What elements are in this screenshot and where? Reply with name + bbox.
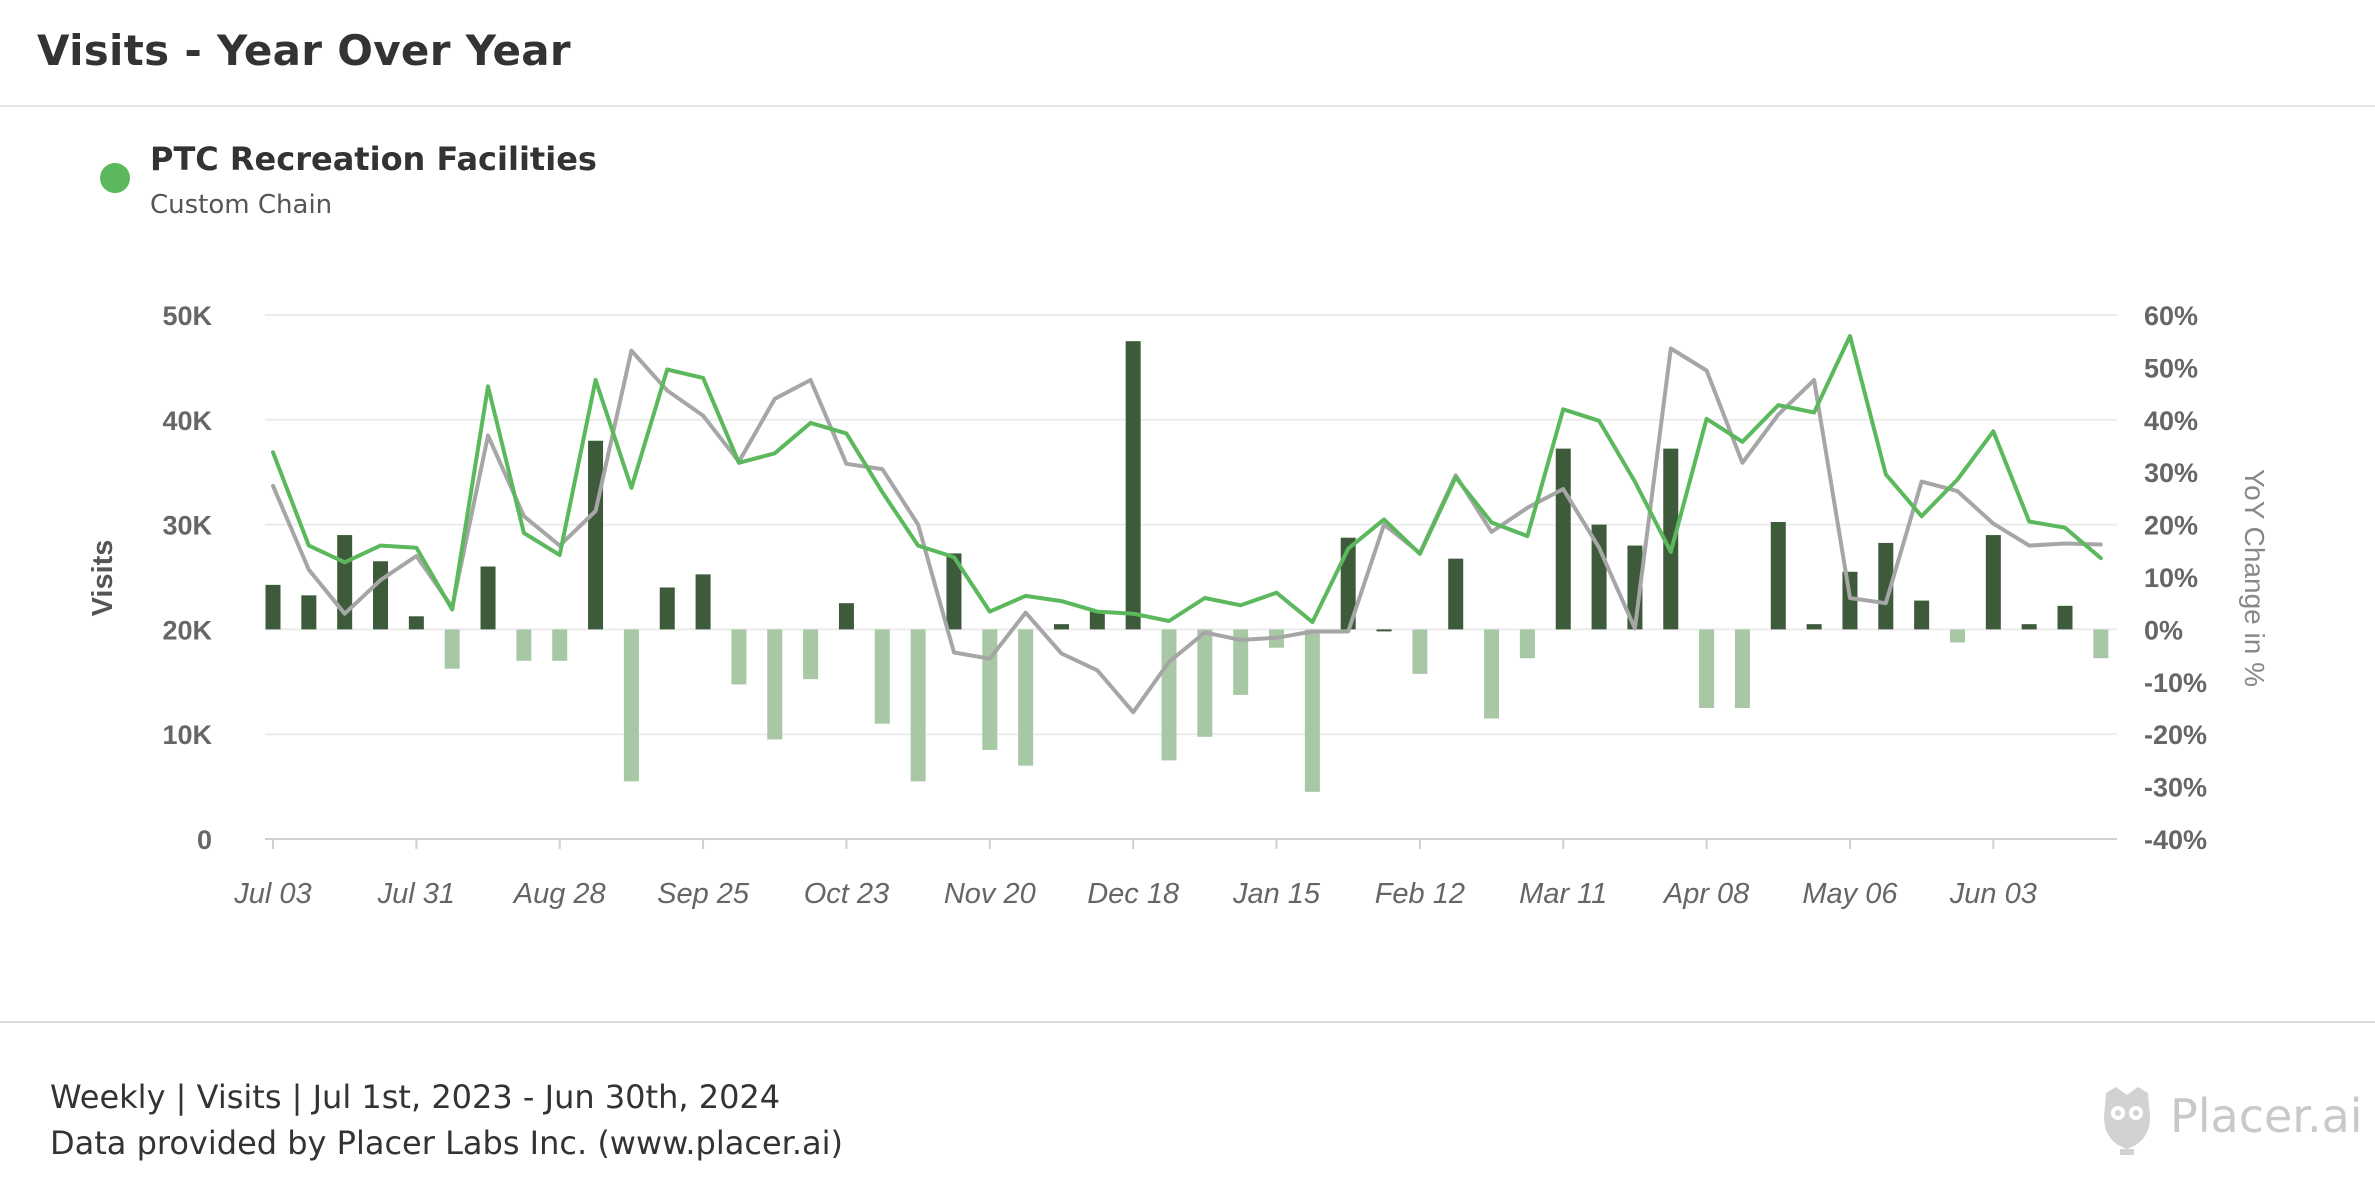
- yoy-bar: [731, 629, 747, 685]
- yoy-bar: [552, 629, 568, 661]
- yoy-bar: [803, 629, 819, 680]
- grid-lines: [265, 314, 2117, 840]
- yoy-bar: [1985, 535, 2001, 630]
- yoy-bar: [838, 603, 854, 630]
- x-tick-label: Jul 31: [377, 878, 455, 910]
- y-tick-label: 20K: [162, 615, 212, 645]
- y2-tick-label: 50%: [2144, 353, 2198, 383]
- yoy-bar: [1806, 624, 1822, 630]
- brand-logo[interactable]: Placer.ai: [2098, 1083, 2363, 1163]
- yoy-bar: [1770, 521, 1786, 630]
- yoy-bar: [1233, 629, 1249, 695]
- x-tick-label: Oct 23: [804, 878, 889, 910]
- chart-title: Visits - Year Over Year: [37, 26, 571, 75]
- yoy-bar: [2021, 624, 2037, 630]
- owl-logo-icon: [2104, 1087, 2150, 1155]
- y-axis-title: Visits: [87, 540, 119, 617]
- visits-line: [271, 334, 2103, 625]
- yoy-bar: [1053, 624, 1069, 630]
- x-tick-label: Nov 20: [944, 878, 1036, 910]
- yoy-bar: [946, 553, 962, 630]
- y2-tick-label: -10%: [2144, 668, 2207, 698]
- yoy-bar: [1448, 558, 1464, 630]
- legend-color-dot: [100, 163, 130, 193]
- yoy-bar: [1197, 629, 1213, 737]
- y2-tick-label: -30%: [2144, 773, 2207, 803]
- x-tick-label: Aug 28: [512, 878, 606, 910]
- yoy-bar: [1914, 600, 1930, 630]
- yoy-bar: [444, 629, 460, 669]
- visits-line: [271, 346, 2103, 715]
- yoy-bar: [1376, 629, 1392, 632]
- yoy-bar: [1161, 629, 1177, 761]
- y2-tick-label: 40%: [2144, 406, 2198, 436]
- footer-divider: [0, 1021, 2375, 1023]
- yoy-bar: [2093, 629, 2109, 659]
- chart-header: Visits - Year Over Year: [0, 0, 2375, 107]
- brand-name: Placer.ai: [2170, 1089, 2363, 1143]
- x-tick-label: Jul 03: [233, 878, 311, 910]
- yoy-bar: [1519, 629, 1535, 659]
- y2-tick-label: -40%: [2144, 825, 2207, 855]
- y-tick-label: 10K: [162, 720, 212, 750]
- yoy-bar: [1089, 611, 1105, 630]
- footer-date-range: Weekly | Visits | Jul 1st, 2023 - Jun 30…: [50, 1078, 781, 1116]
- yoy-visits-chart: 0 10K 20K 30K 40K 50K -40% -30% -20% -10% 0% 10% 20%…: [87, 301, 2270, 910]
- yoy-bar: [910, 629, 926, 782]
- yoy-change-bars: [265, 341, 2109, 792]
- yoy-bar: [373, 561, 389, 630]
- yoy-bar: [874, 629, 890, 724]
- yoy-bar: [516, 629, 532, 661]
- yoy-bar: [1699, 629, 1715, 708]
- x-tick-label: Apr 08: [1662, 878, 1749, 910]
- yoy-bar: [767, 629, 783, 740]
- yoy-bar: [265, 584, 281, 630]
- yoy-bar: [1125, 341, 1141, 630]
- x-tick-label: May 06: [1802, 878, 1898, 910]
- visit-lines: [271, 334, 2103, 715]
- yoy-bar: [1591, 524, 1607, 630]
- y-tick-label: 0: [197, 825, 212, 855]
- yoy-bar: [1663, 448, 1679, 630]
- yoy-bar: [659, 587, 675, 630]
- y2-tick-label: -20%: [2144, 720, 2207, 750]
- yoy-bar: [695, 574, 711, 630]
- yoy-bar: [1412, 629, 1428, 674]
- yoy-bar: [480, 566, 496, 630]
- yoy-bar: [982, 629, 998, 750]
- y2-tick-label: 30%: [2144, 458, 2198, 488]
- legend-series-subtitle: Custom Chain: [150, 190, 333, 220]
- yoy-bar: [1949, 629, 1965, 643]
- y2-tick-label: 20%: [2144, 511, 2198, 541]
- x-tick-label: Mar 11: [1519, 878, 1607, 910]
- y-tick-label: 30K: [162, 511, 212, 541]
- yoy-bar: [588, 440, 604, 630]
- x-tick-label: Feb 12: [1375, 878, 1465, 910]
- yoy-bar: [1018, 629, 1034, 766]
- x-tick-label: Jun 03: [1949, 878, 2037, 910]
- y-tick-label: 50K: [162, 301, 212, 331]
- yoy-bar: [1484, 629, 1500, 719]
- y2-tick-label: 0%: [2144, 615, 2183, 645]
- chart-axes: 0 10K 20K 30K 40K 50K -40% -30% -20% -10% 0% 10% 20%…: [87, 301, 2270, 910]
- yoy-bar: [2057, 605, 2073, 630]
- legend-series-name: PTC Recreation Facilities: [150, 140, 597, 178]
- footer-attribution: Data provided by Placer Labs Inc. (www.p…: [50, 1124, 844, 1162]
- x-tick-label: Sep 25: [657, 878, 750, 910]
- yoy-bar: [408, 616, 424, 630]
- y2-tick-label: 10%: [2144, 563, 2198, 593]
- yoy-bar: [623, 629, 639, 782]
- yoy-bar: [1878, 542, 1894, 630]
- yoy-bar: [1734, 629, 1750, 708]
- y2-tick-label: 60%: [2144, 301, 2198, 331]
- x-tick-label: Dec 18: [1087, 878, 1179, 910]
- yoy-bar: [301, 595, 317, 630]
- yoy-bar: [1555, 448, 1571, 630]
- x-tick-label: Jan 15: [1232, 878, 1321, 910]
- y2-axis-title: YoY Change in %: [2239, 469, 2270, 687]
- y-tick-label: 40K: [162, 406, 212, 436]
- yoy-bar: [1304, 629, 1320, 792]
